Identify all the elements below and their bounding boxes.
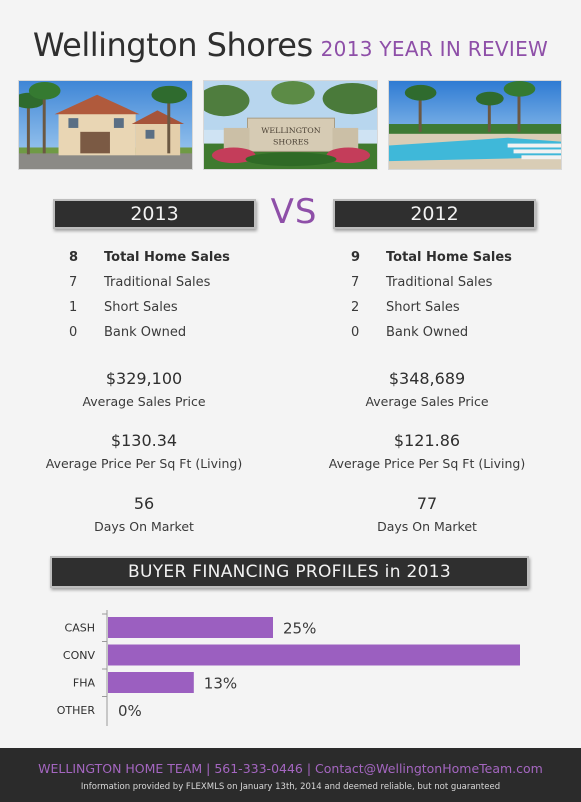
metric-days-on-market-2012: 77 Days On Market	[317, 494, 537, 534]
metric-label: Average Sales Price	[82, 394, 206, 409]
stat-row-short-2012: 2 Short Sales	[350, 297, 460, 317]
footer: WELLINGTON HOME TEAM | 561-333-0446 | Co…	[0, 748, 581, 802]
stat-label: Bank Owned	[104, 324, 187, 340]
metric-avg-price-sqft-2013: $130.34 Average Price Per Sq Ft (Living)	[34, 431, 254, 471]
metric-days-on-market-2013: 56 Days On Market	[34, 494, 254, 534]
stat-row-traditional-2013: 7 Traditional Sales	[68, 272, 210, 292]
footer-disclaimer: Information provided by FLEXMLS on Janua…	[80, 782, 501, 792]
stat-count: 0	[69, 324, 78, 340]
photo-pool	[388, 80, 562, 170]
photo-house	[18, 80, 193, 170]
metric-value: $121.86	[393, 431, 461, 450]
stat-label: Short Sales	[386, 299, 460, 315]
metric-avg-sales-price-2013: $329,100 Average Sales Price	[34, 369, 254, 409]
page-title: Wellington Shores 2013 YEAR IN REVIEW	[18, 26, 563, 72]
year-box-2012: 2012	[333, 199, 536, 229]
value-label: 13%	[204, 675, 237, 693]
stat-label: Total Home Sales	[104, 249, 230, 265]
year-box-2013: 2013	[53, 199, 256, 229]
metric-label: Average Price Per Sq Ft (Living)	[328, 456, 526, 471]
stat-row-total-2012: 9 Total Home Sales	[350, 247, 512, 267]
metric-value: 56	[133, 494, 155, 513]
stat-count: 7	[69, 274, 78, 290]
bar-cash	[108, 617, 273, 638]
value-label: 0%	[118, 702, 142, 720]
sign-text-line1: WELLINGTON	[261, 126, 321, 135]
photo-entrance-sign: WELLINGTON SHORES	[203, 80, 378, 170]
stat-row-short-2013: 1 Short Sales	[68, 297, 178, 317]
stat-label: Short Sales	[104, 299, 178, 315]
category-label: CASH	[65, 622, 95, 635]
metric-label: Average Price Per Sq Ft (Living)	[45, 456, 243, 471]
stat-row-total-2013: 8 Total Home Sales	[68, 247, 230, 267]
stat-row-bank-2012: 0 Bank Owned	[350, 322, 468, 342]
vs-label: VS	[270, 192, 318, 232]
stat-count: 2	[351, 299, 360, 315]
metric-avg-sales-price-2012: $348,689 Average Sales Price	[317, 369, 537, 409]
stat-count: 0	[351, 324, 360, 340]
financing-header: BUYER FINANCING PROFILES in 2013	[50, 556, 529, 588]
stat-label: Bank Owned	[386, 324, 469, 340]
metric-label: Days On Market	[377, 519, 477, 534]
category-label: CONV	[63, 649, 96, 662]
metric-value: $348,689	[388, 369, 466, 388]
bar-fha	[108, 672, 194, 693]
metric-label: Days On Market	[94, 519, 194, 534]
stat-count: 1	[69, 299, 78, 315]
category-label: OTHER	[57, 704, 96, 717]
bar-conv	[108, 644, 520, 666]
stat-count: 9	[351, 249, 361, 265]
stat-label: Traditional Sales	[104, 274, 211, 290]
community-name: Wellington Shores	[32, 26, 313, 64]
metric-value: $130.34	[110, 431, 178, 450]
stat-row-traditional-2012: 7 Traditional Sales	[350, 272, 492, 292]
stat-row-bank-2013: 0 Bank Owned	[68, 322, 186, 342]
value-label: 25%	[283, 620, 316, 638]
category-label: FHA	[73, 677, 96, 690]
metric-label: Average Sales Price	[365, 394, 489, 409]
sign-text-line2: SHORES	[273, 138, 309, 147]
metric-value: 77	[416, 494, 438, 513]
stat-label: Traditional Sales	[386, 274, 493, 290]
metric-avg-price-sqft-2012: $121.86 Average Price Per Sq Ft (Living)	[317, 431, 537, 471]
report-subtitle: 2013 YEAR IN REVIEW	[320, 37, 549, 61]
stat-count: 8	[69, 249, 79, 265]
footer-contact: WELLINGTON HOME TEAM | 561-333-0446 | Co…	[38, 761, 543, 776]
stat-count: 7	[351, 274, 360, 290]
stat-label: Total Home Sales	[386, 249, 512, 265]
metric-value: $329,100	[105, 369, 183, 388]
